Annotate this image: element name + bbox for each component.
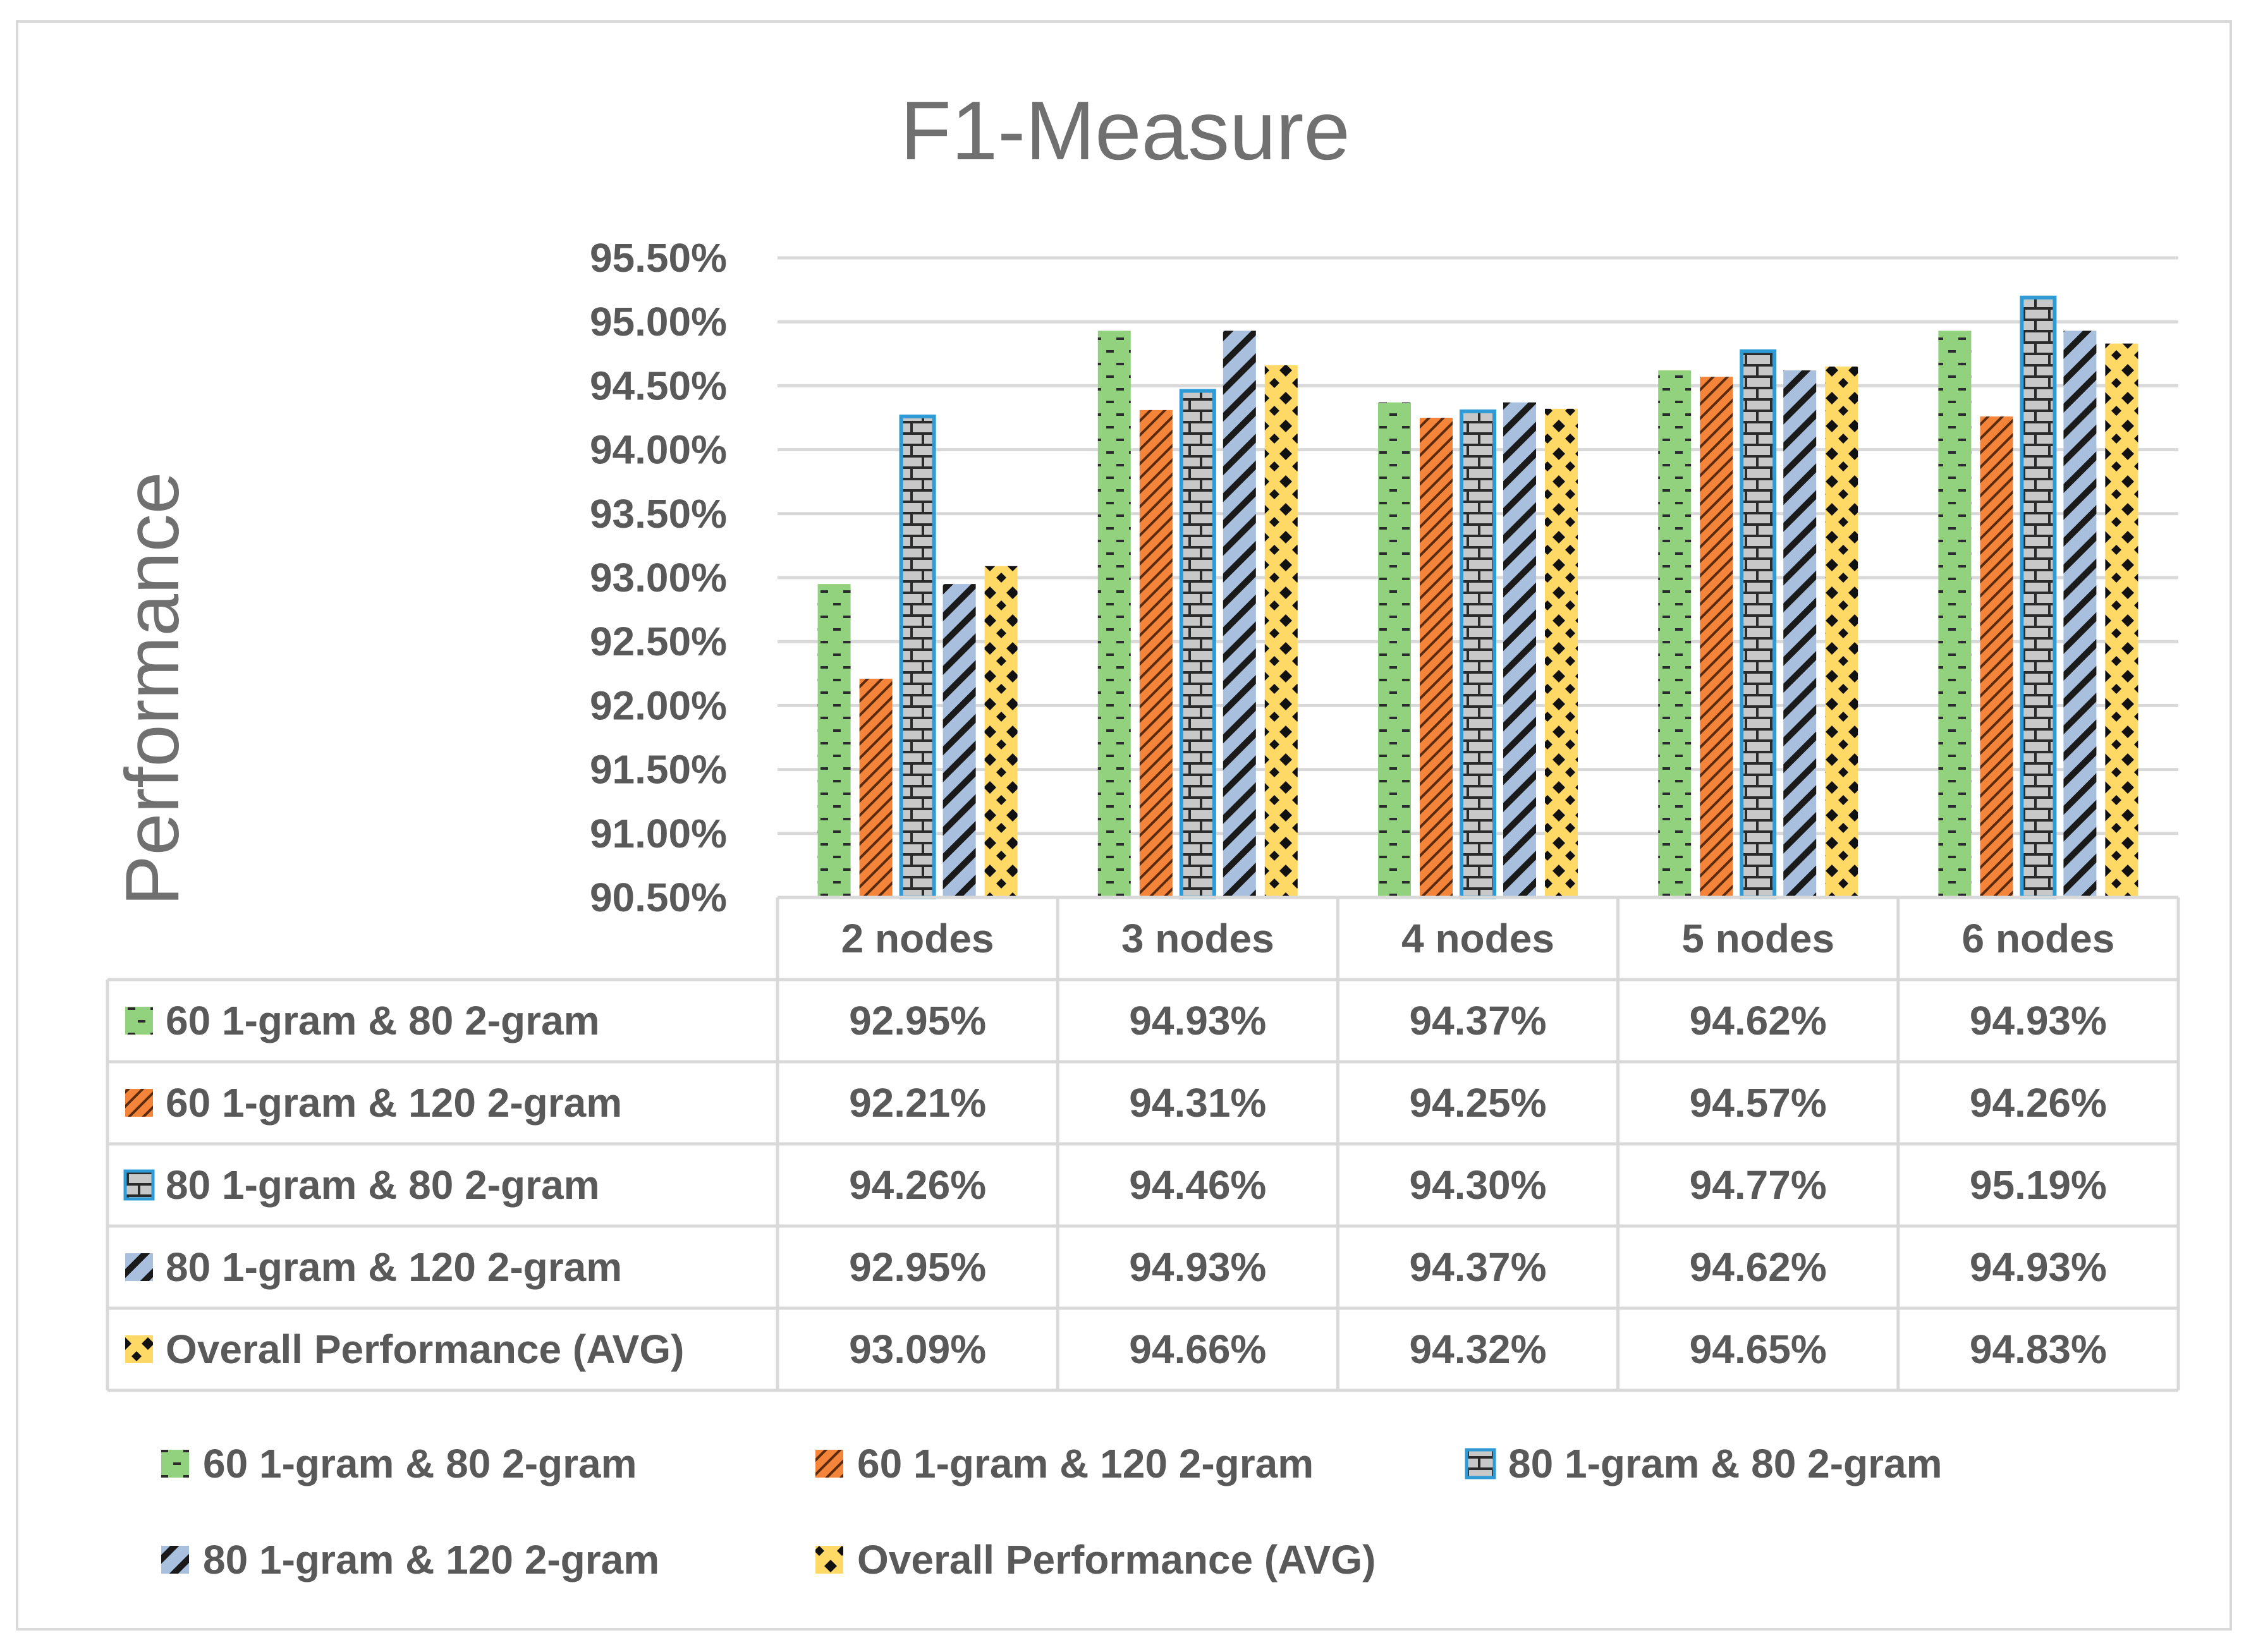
legend-key	[815, 1450, 843, 1478]
table-value: 94.93%	[1129, 998, 1266, 1043]
bar	[859, 678, 893, 897]
bar	[942, 584, 976, 897]
y-tick-label: 91.50%	[590, 747, 727, 793]
y-tick-label: 93.50%	[590, 491, 727, 537]
table-value: 94.26%	[849, 1162, 986, 1208]
legend-key	[161, 1450, 189, 1478]
table-legend-key	[125, 1335, 153, 1363]
category-label: 2 nodes	[841, 916, 994, 961]
legend-label: 60 1-gram & 80 2-gram	[203, 1441, 637, 1486]
table-value: 94.26%	[1970, 1080, 2107, 1126]
legend-label: 60 1-gram & 120 2-gram	[857, 1441, 1314, 1486]
table-value: 94.66%	[1129, 1327, 1266, 1372]
table-series-name: 60 1-gram & 80 2-gram	[166, 998, 600, 1043]
table-value: 94.62%	[1690, 1244, 1827, 1290]
table-value: 92.95%	[849, 998, 986, 1043]
bar	[2020, 295, 2057, 899]
table-series-name: 60 1-gram & 120 2-gram	[166, 1080, 622, 1126]
bar	[1097, 331, 1131, 897]
bar	[899, 414, 936, 899]
table-value: 94.32%	[1409, 1327, 1546, 1372]
y-tick-label: 94.50%	[590, 363, 727, 408]
bar	[1420, 418, 1453, 897]
y-tick-label: 95.00%	[590, 299, 727, 344]
bar	[1700, 377, 1733, 897]
table-value: 94.93%	[1970, 998, 2107, 1043]
bar	[1264, 365, 1298, 897]
bar	[1460, 409, 1496, 899]
chart-title: F1-Measure	[900, 84, 1350, 177]
category-label: 3 nodes	[1121, 916, 1274, 961]
table-value: 94.31%	[1129, 1080, 1266, 1126]
table-legend-key	[123, 1169, 155, 1201]
bar	[1740, 349, 1777, 899]
bar	[1980, 416, 2013, 897]
legend-label: 80 1-gram & 120 2-gram	[203, 1537, 659, 1582]
y-tick-label: 95.50%	[590, 235, 727, 281]
bar	[1139, 410, 1173, 897]
bars	[817, 295, 2138, 899]
table-value: 92.21%	[849, 1080, 986, 1126]
y-tick-label: 93.00%	[590, 555, 727, 600]
bar	[1783, 370, 1817, 897]
legend-key	[1465, 1448, 1496, 1479]
category-label: 5 nodes	[1681, 916, 1834, 961]
bar	[817, 584, 851, 897]
table-value: 94.93%	[1129, 1244, 1266, 1290]
table-value: 94.46%	[1129, 1162, 1266, 1208]
legend-key	[815, 1546, 843, 1574]
table-value: 94.37%	[1409, 1244, 1546, 1290]
y-tick-label: 91.00%	[590, 811, 727, 856]
table-legend-key	[125, 1007, 153, 1035]
table-value: 92.95%	[849, 1244, 986, 1290]
y-tick-label: 94.00%	[590, 427, 727, 473]
table-value: 94.77%	[1690, 1162, 1827, 1208]
table-value: 94.30%	[1409, 1162, 1546, 1208]
y-axis-label: Performance	[110, 472, 195, 906]
legend-label: 80 1-gram & 80 2-gram	[1508, 1441, 1943, 1486]
legend: 60 1-gram & 80 2-gram 60 1-gram & 120 2-g…	[161, 1441, 1943, 1582]
table-value: 95.19%	[1970, 1162, 2107, 1208]
bar	[1179, 389, 1216, 899]
bar	[984, 566, 1018, 897]
category-label: 6 nodes	[1961, 916, 2114, 961]
bar	[1545, 408, 1578, 897]
bar	[2063, 331, 2097, 897]
y-axis-ticks: 95.50% 95.00% 94.50% 94.00% 93.50% 93.00% 92.5…	[590, 235, 727, 920]
bar	[1938, 331, 1972, 897]
table-value: 94.93%	[1970, 1244, 2107, 1290]
table-value: 93.09%	[849, 1327, 986, 1372]
bar	[1658, 370, 1692, 897]
table-legend-key	[125, 1253, 153, 1281]
bar	[1825, 367, 1858, 897]
bar	[1223, 331, 1256, 897]
table-value: 94.25%	[1409, 1080, 1546, 1126]
table-value: 94.37%	[1409, 998, 1546, 1043]
bar	[2105, 343, 2138, 897]
table-value: 94.65%	[1690, 1327, 1827, 1372]
table-value: 94.57%	[1690, 1080, 1827, 1126]
y-tick-label: 92.00%	[590, 683, 727, 728]
data-table: 2 nodes 3 nodes 4 nodes 5 nodes 6 nodes 60 1-…	[106, 896, 2180, 1392]
table-series-name: 80 1-gram & 120 2-gram	[166, 1244, 622, 1290]
legend-key	[161, 1546, 189, 1574]
table-series-name: 80 1-gram & 80 2-gram	[166, 1162, 600, 1208]
table-series-name: Overall Performance (AVG)	[166, 1327, 684, 1372]
table-value: 94.62%	[1690, 998, 1827, 1043]
y-tick-label: 92.50%	[590, 619, 727, 664]
category-label: 4 nodes	[1401, 916, 1554, 961]
table-value: 94.83%	[1970, 1327, 2107, 1372]
bar	[1503, 402, 1536, 897]
bar	[1378, 402, 1411, 897]
y-tick-label: 90.50%	[590, 875, 727, 920]
legend-label: Overall Performance (AVG)	[857, 1537, 1376, 1582]
table-legend-key	[125, 1089, 153, 1117]
